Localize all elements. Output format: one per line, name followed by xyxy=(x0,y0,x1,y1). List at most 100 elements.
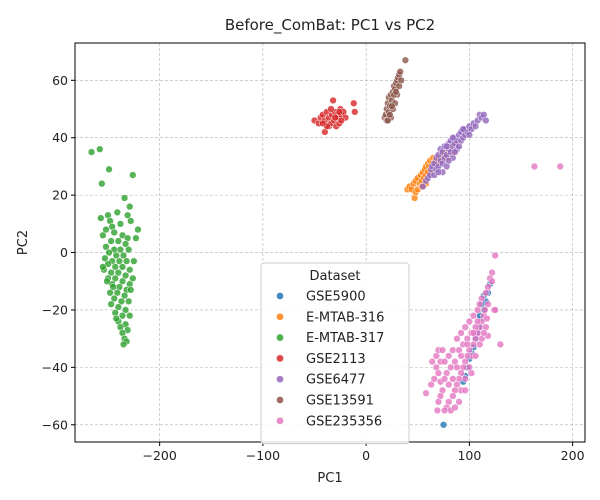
data-point xyxy=(350,99,358,107)
data-point xyxy=(430,375,438,383)
data-point xyxy=(102,243,110,251)
x-tick-label: 100 xyxy=(457,448,481,463)
legend-marker xyxy=(276,292,284,300)
data-point xyxy=(329,96,337,105)
data-point xyxy=(461,375,469,383)
data-point xyxy=(121,271,130,280)
legend-box xyxy=(260,262,410,445)
data-point xyxy=(457,329,465,337)
data-point xyxy=(107,237,115,245)
data-point xyxy=(319,119,327,128)
data-point xyxy=(433,406,442,415)
data-point xyxy=(111,274,119,283)
data-point xyxy=(125,246,133,254)
legend: Dataset GSE5900 E-MTAB-316 E-MTAB-317 GSE21… xyxy=(260,262,410,445)
data-point xyxy=(124,211,132,219)
data-point xyxy=(105,248,113,257)
data-point xyxy=(469,340,478,349)
data-point xyxy=(463,340,471,349)
data-point xyxy=(482,289,490,297)
data-point xyxy=(427,380,435,389)
data-point xyxy=(556,162,564,171)
data-point xyxy=(117,297,126,305)
data-point xyxy=(449,134,457,142)
data-point xyxy=(99,263,107,271)
legend-label: GSE2113 xyxy=(306,352,366,367)
data-point xyxy=(445,380,453,389)
data-point xyxy=(106,289,114,297)
data-point xyxy=(121,240,130,248)
legend-marker xyxy=(276,333,284,342)
data-point xyxy=(327,105,335,113)
data-point xyxy=(105,165,113,173)
data-points xyxy=(87,56,564,429)
data-point xyxy=(422,389,430,397)
data-point xyxy=(118,312,127,320)
data-point xyxy=(440,406,449,415)
legend-label: E-MTAB-317 xyxy=(306,331,384,346)
data-point xyxy=(480,329,488,337)
legend-label: E-MTAB-316 xyxy=(306,310,384,325)
legend-label: GSE235356 xyxy=(306,414,382,429)
data-point xyxy=(439,421,448,429)
y-tick-label: −60 xyxy=(42,417,68,432)
data-point xyxy=(397,76,405,84)
data-point xyxy=(118,277,127,285)
data-point xyxy=(125,297,133,305)
data-point xyxy=(401,56,410,64)
data-point xyxy=(122,257,131,265)
y-axis-title: PC2 xyxy=(16,230,31,255)
data-point xyxy=(449,392,457,400)
data-point xyxy=(440,375,449,383)
legend-marker xyxy=(276,375,284,384)
data-point xyxy=(129,274,137,283)
legend-marker xyxy=(276,396,284,404)
data-point xyxy=(388,102,396,110)
y-tick-label: 0 xyxy=(60,245,68,260)
data-point xyxy=(488,277,496,285)
y-tick-label: 20 xyxy=(52,188,68,203)
legend-label: GSE5900 xyxy=(306,290,366,305)
series-gse235356 xyxy=(422,162,564,415)
data-point xyxy=(115,257,124,265)
data-point xyxy=(331,113,339,122)
data-point xyxy=(337,116,346,125)
data-point xyxy=(469,329,478,337)
data-point xyxy=(471,352,480,360)
legend-label: GSE13591 xyxy=(306,394,374,409)
data-point xyxy=(107,268,115,277)
series-gse13591 xyxy=(381,56,410,125)
data-point xyxy=(453,363,461,372)
data-point xyxy=(114,303,123,311)
data-point xyxy=(127,217,135,225)
data-point xyxy=(428,357,436,366)
data-point xyxy=(473,317,482,326)
y-tick-label: 40 xyxy=(52,130,68,145)
data-point xyxy=(114,268,123,277)
data-point xyxy=(449,375,457,383)
data-point xyxy=(457,352,465,360)
data-point xyxy=(491,306,499,314)
data-point xyxy=(112,314,120,323)
legend-entries: GSE5900 E-MTAB-316 E-MTAB-317 GSE2113 GSE647… xyxy=(276,290,384,429)
data-point xyxy=(351,108,359,116)
data-point xyxy=(451,403,459,412)
legend-marker xyxy=(276,354,284,363)
x-tick-label: −100 xyxy=(246,448,280,463)
data-point xyxy=(101,254,109,262)
data-point xyxy=(438,346,447,354)
data-point xyxy=(461,386,469,394)
data-point xyxy=(96,145,104,153)
data-point xyxy=(99,231,107,239)
legend-marker xyxy=(276,416,284,425)
data-point xyxy=(482,116,490,125)
data-point xyxy=(119,251,128,260)
data-point xyxy=(134,225,142,234)
legend-label: GSE6477 xyxy=(306,373,366,388)
data-point xyxy=(453,335,461,343)
data-point xyxy=(335,108,343,116)
data-point xyxy=(451,148,459,156)
y-tick-label: 60 xyxy=(52,73,68,88)
data-point xyxy=(126,266,134,274)
